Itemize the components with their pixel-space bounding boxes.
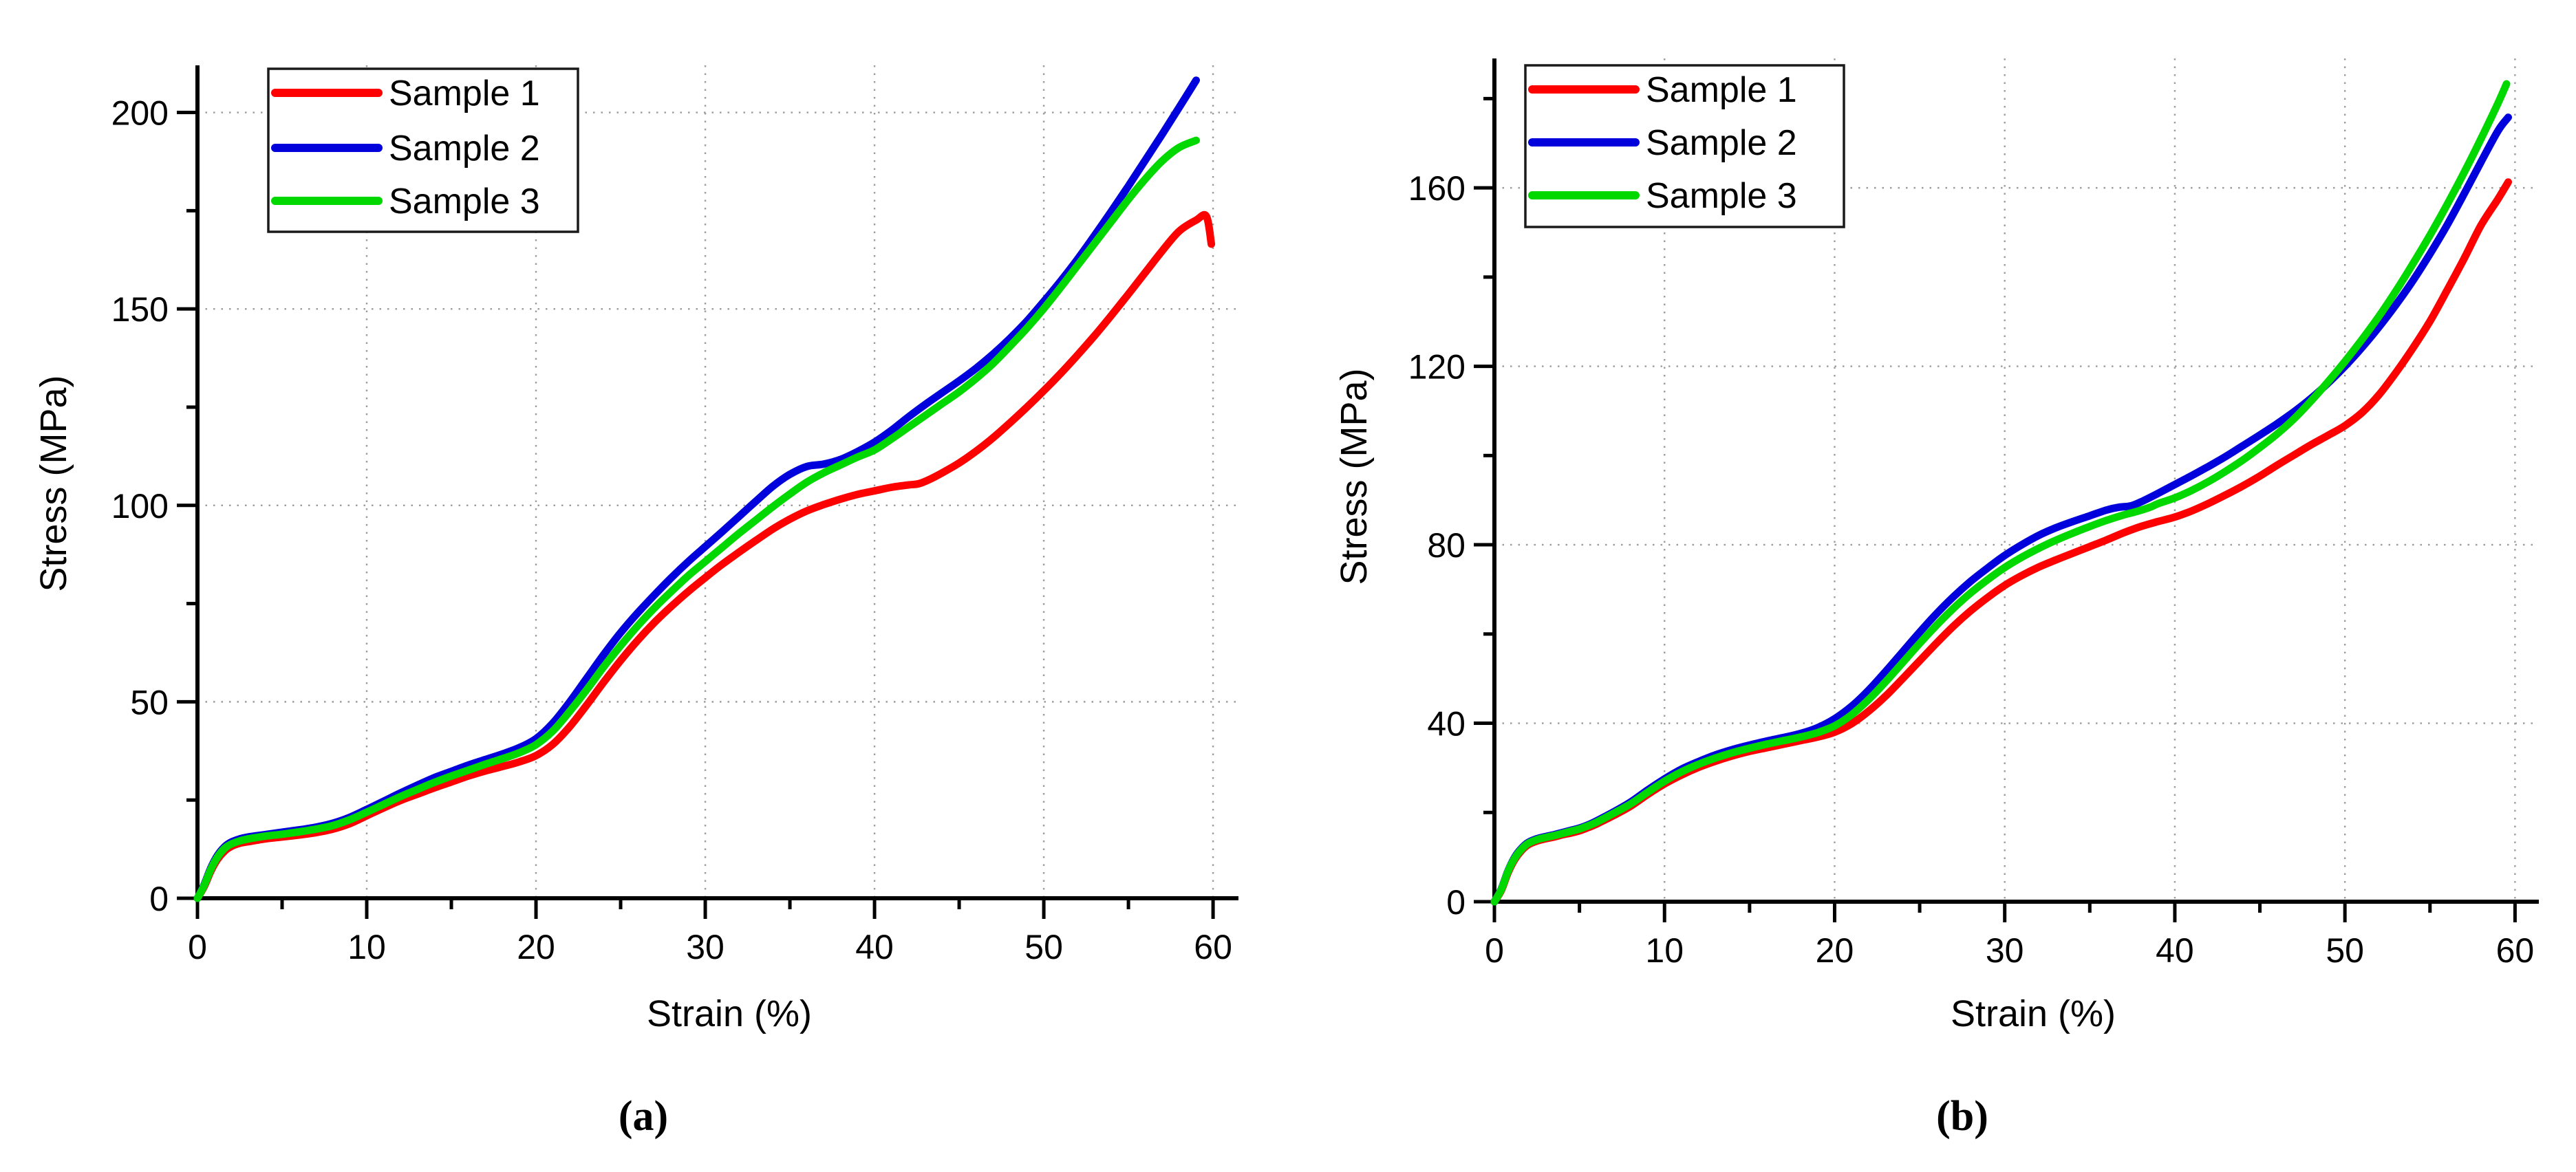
x-tick-label: 10: [347, 928, 386, 966]
stress-strain-chart-b: 0 10 20 30 40 50 60 0 40 80 120 160 Sample 1 Sample 2…: [1408, 58, 2539, 970]
axes: [195, 65, 1238, 900]
x-tick-label: 0: [188, 928, 207, 966]
x-tick-label: 30: [1986, 931, 2024, 970]
y-tick-label: 150: [111, 290, 169, 329]
series-sample-3: [193, 136, 1200, 902]
x-tick-label: 10: [1645, 931, 1684, 970]
legend-label: Sample 2: [389, 129, 540, 169]
x-tick-label: 30: [686, 928, 724, 966]
x-tick-label: 0: [1485, 931, 1504, 970]
y-tick-label: 0: [149, 880, 169, 918]
ticks: [177, 111, 1215, 919]
x-tick-label: 60: [2496, 931, 2535, 970]
x-axis-title-b: Strain (%): [1950, 993, 2116, 1034]
panel-caption-b: (b): [1936, 1093, 1988, 1140]
panel-caption-a: (a): [618, 1093, 669, 1140]
y-tick-label: 100: [111, 487, 169, 525]
axes: [1492, 58, 2539, 904]
legend-label: Sample 3: [1646, 176, 1797, 216]
legend: Sample 1 Sample 2 Sample 3: [267, 67, 579, 233]
x-axis-title-a: Strain (%): [646, 993, 813, 1034]
tick-labels: 0 10 20 30 40 50 60 0 40 80 120 160: [1408, 169, 2535, 970]
y-tick-label: 120: [1408, 348, 1466, 387]
legend-label: Sample 1: [389, 74, 540, 113]
series-sample-1: [193, 210, 1216, 902]
legend: Sample 1 Sample 2 Sample 3: [1524, 64, 1845, 228]
legend-label: Sample 2: [1646, 123, 1797, 163]
y-axis-title-b: Stress (MPa): [1333, 368, 1375, 585]
series-curves: [1490, 80, 2512, 906]
series-sample-2: [1490, 113, 2512, 906]
legend-label: Sample 1: [1646, 70, 1797, 110]
y-tick-label: 80: [1427, 526, 1466, 565]
legend-label: Sample 3: [389, 182, 540, 221]
y-tick-label: 0: [1446, 883, 1466, 922]
x-tick-label: 60: [1194, 928, 1232, 966]
x-tick-label: 20: [517, 928, 555, 966]
series-sample-3: [1490, 80, 2511, 906]
ticks: [1474, 96, 2517, 922]
y-tick-label: 40: [1427, 705, 1466, 744]
x-tick-label: 40: [2156, 931, 2194, 970]
x-tick-label: 40: [855, 928, 894, 966]
y-tick-label: 50: [130, 683, 169, 721]
y-tick-label: 200: [111, 94, 169, 133]
x-tick-label: 50: [1024, 928, 1063, 966]
tick-labels: 0 10 20 30 40 50 60 0 50 100 150 200: [111, 94, 1232, 966]
x-tick-label: 20: [1816, 931, 1854, 970]
series-curves: [193, 76, 1216, 902]
x-tick-label: 50: [2326, 931, 2364, 970]
y-tick-label: 160: [1408, 169, 1466, 208]
y-axis-title-a: Stress (MPa): [33, 375, 74, 592]
